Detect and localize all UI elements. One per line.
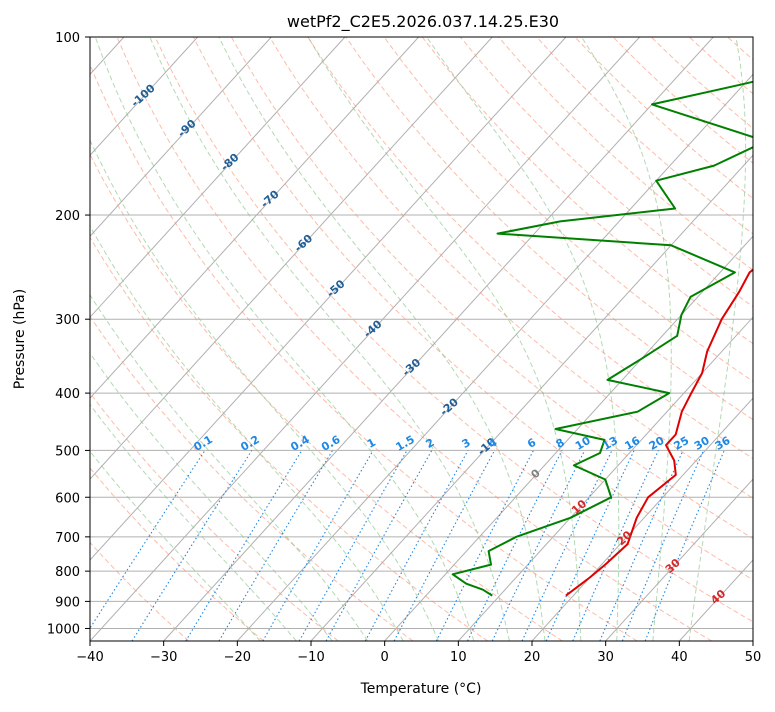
y-tick-label: 500 [55, 444, 80, 459]
x-tick-label: −30 [150, 650, 177, 665]
y-tick-label: 1000 [47, 622, 80, 637]
x-tick-label: −10 [297, 650, 324, 665]
y-tick-label: 700 [55, 531, 80, 546]
x-tick-label: 0 [381, 650, 389, 665]
y-tick-label: 200 [55, 209, 80, 224]
x-tick-label: 10 [450, 650, 467, 665]
y-tick-label: 300 [55, 313, 80, 328]
y-tick-label: 100 [55, 31, 80, 46]
x-axis-label: Temperature (°C) [360, 681, 482, 697]
x-tick-label: −40 [76, 650, 103, 665]
x-tick-label: 40 [671, 650, 688, 665]
x-tick-label: 50 [745, 650, 762, 665]
x-tick-label: −20 [224, 650, 251, 665]
x-tick-label: 20 [524, 650, 541, 665]
y-tick-label: 800 [55, 565, 80, 580]
y-tick-label: 600 [55, 491, 80, 506]
chart-title: wetPf2_C2E5.2026.037.14.25.E30 [287, 12, 559, 32]
x-tick-label: 30 [597, 650, 614, 665]
y-axis-label: Pressure (hPa) [12, 289, 28, 389]
y-tick-label: 400 [55, 387, 80, 402]
y-tick-label: 900 [55, 595, 80, 610]
